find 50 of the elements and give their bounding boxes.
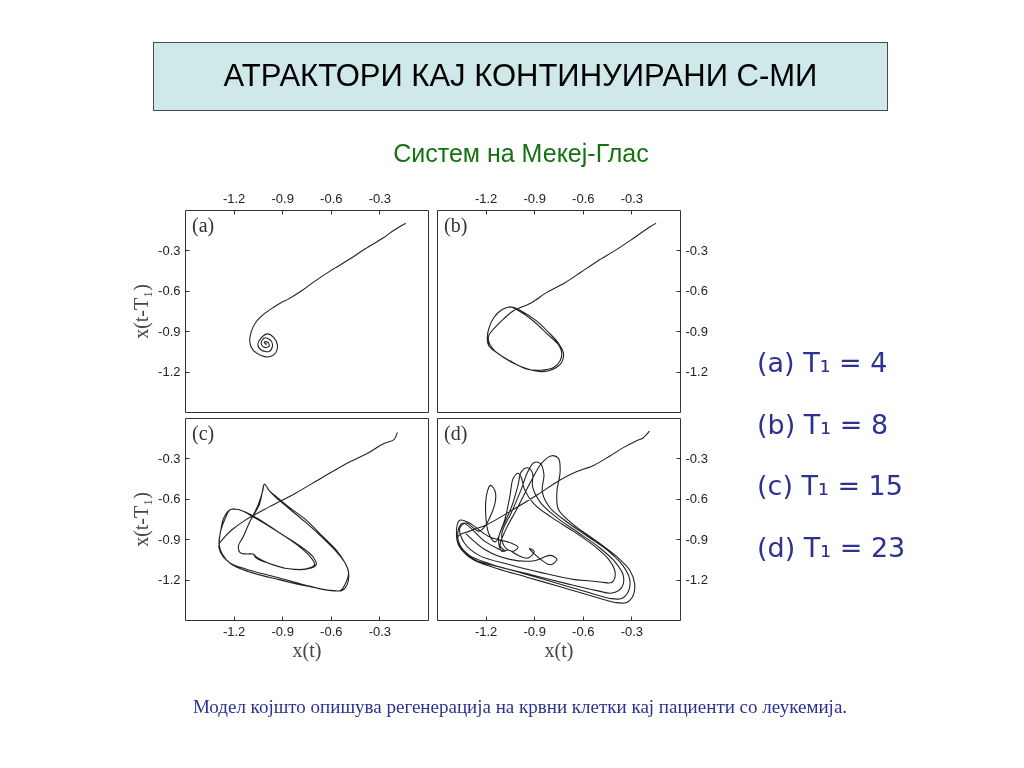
text: (c) T₁ = 15 — [757, 470, 903, 502]
y-tick-label: -0.3 — [158, 242, 181, 258]
x-axis-title: x(t) — [292, 638, 322, 662]
y-tick-label: -0.6 — [158, 491, 181, 507]
x-tick-label: -1.2 — [474, 623, 498, 639]
x-tick-label: -0.6 — [572, 623, 595, 639]
y-tick-label: -0.6 — [685, 491, 708, 507]
x-tick-label: -0.3 — [368, 623, 392, 639]
y-tick-label: -1.2 — [158, 572, 181, 588]
y-tick-label: -0.9 — [685, 323, 708, 339]
y-tick-label: -0.6 — [158, 283, 181, 299]
x-tick-label: -0.6 — [572, 190, 595, 206]
x-tick-label: -0.9 — [523, 190, 546, 206]
y-tick-label: -0.9 — [158, 323, 181, 339]
annotation: (a) — [192, 214, 215, 237]
x-tick-label: -1.2 — [474, 190, 498, 206]
x-tick-label: -0.3 — [368, 190, 392, 206]
y-tick-label: -0.9 — [685, 531, 708, 547]
y-tick-label: -0.9 — [158, 531, 181, 547]
text: (b) T₁ = 8 — [757, 408, 889, 440]
y-tick-label: -0.3 — [158, 450, 181, 466]
y-tick-label: -1.2 — [158, 364, 181, 380]
y-tick-label: -0.6 — [685, 283, 708, 299]
x-axis-title: x(t) — [544, 638, 574, 662]
annotation: (c) — [192, 422, 215, 445]
x-tick-label: -1.2 — [222, 623, 246, 639]
x-tick-label: -0.3 — [620, 190, 644, 206]
y-axis-title: x(t-T₁) — [130, 284, 154, 339]
text: (d) T₁ = 23 — [757, 531, 906, 563]
y-tick-label: -0.3 — [685, 450, 708, 466]
x-tick-label: -0.3 — [620, 623, 644, 639]
x-tick-label: -0.6 — [320, 623, 343, 639]
y-axis-title: x(t-T₁) — [130, 492, 154, 547]
y-tick-label: -1.2 — [685, 572, 708, 588]
x-tick-label: -0.9 — [271, 623, 294, 639]
line-series — [249, 222, 406, 358]
annotation: (b) — [444, 214, 468, 237]
y-tick-label: -1.2 — [685, 364, 708, 380]
line-series — [486, 222, 657, 373]
text: Систем на Мекеј-Глас — [393, 139, 649, 167]
line-series — [218, 432, 398, 592]
x-tick-label: -0.6 — [320, 190, 343, 206]
title-banner: АТРАКТОРИ КАЈ КОНТИНУИРАНИ С-МИ — [153, 42, 888, 111]
text: (a) T₁ = 4 — [757, 347, 888, 379]
x-tick-label: -0.9 — [271, 190, 294, 206]
text: Модел којшто опишува регенерација на крвни клетки кај пациенти со леукемија. — [192, 696, 848, 717]
x-tick-label: -1.2 — [222, 190, 246, 206]
annotation: (d) — [444, 422, 468, 445]
x-tick-label: -0.9 — [523, 623, 546, 639]
y-tick-label: -0.3 — [685, 242, 708, 258]
